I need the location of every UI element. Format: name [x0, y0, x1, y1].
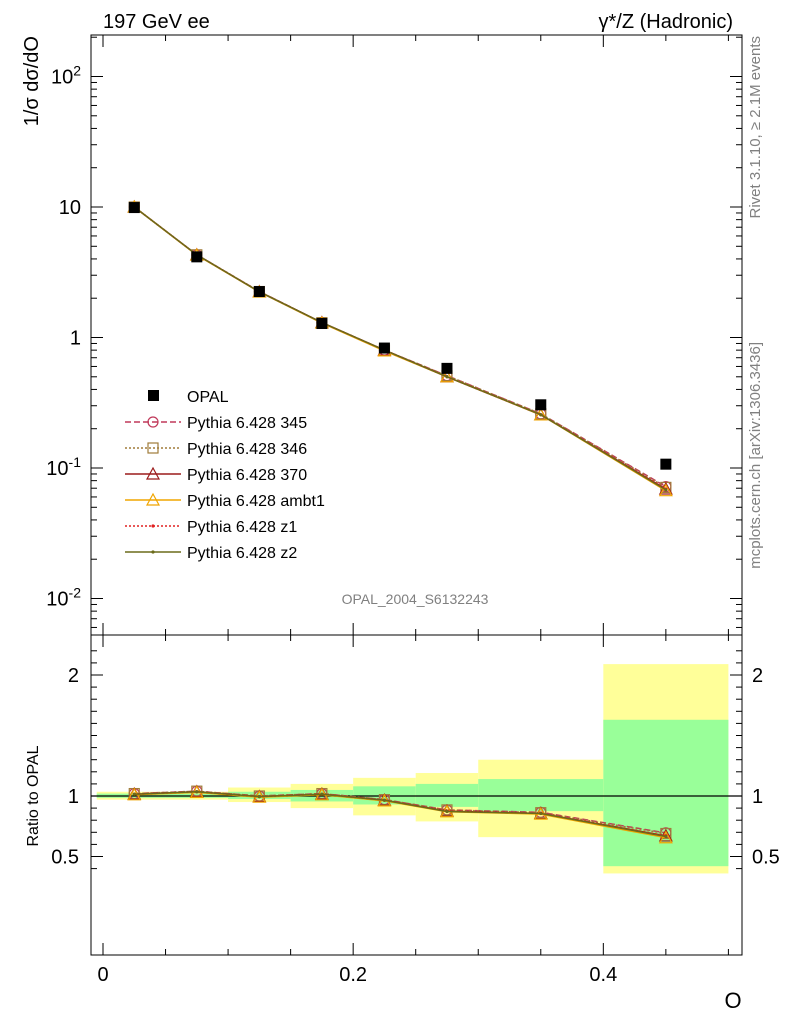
- ratio-panel-frame: [90, 634, 743, 956]
- main-panel: 10-2 10-1 1 10 102 1/σ dσ/dO OPAL_2004_S6132…: [21, 34, 743, 636]
- x-tick-label: 0: [97, 964, 108, 986]
- y-tick-label: 0.5: [752, 847, 780, 869]
- legend-label: Pythia 6.428 345: [187, 415, 307, 432]
- series-marker: [664, 488, 668, 492]
- header-left-title: 197 GeV ee: [103, 11, 210, 33]
- ratio-ylabel: Ratio to OPAL: [25, 745, 42, 846]
- series-marker: [660, 827, 672, 840]
- y-tick-label: 0.5: [51, 847, 79, 869]
- y-tick-label: 10: [59, 197, 81, 219]
- rivet-version-label: Rivet 3.1.10, ≥ 2.1M events: [747, 36, 764, 219]
- series-marker: [145, 492, 161, 506]
- series-marker: [658, 483, 673, 497]
- series-line: [134, 791, 667, 838]
- x-tick-label: 0.2: [339, 964, 367, 986]
- series-marker: [539, 811, 543, 816]
- y-tick-label: 2: [752, 665, 763, 687]
- y-tick-label: 10-1: [46, 454, 81, 480]
- data-point: [535, 399, 547, 411]
- legend-label: Pythia 6.428 ambt1: [187, 493, 325, 510]
- y-tick-label: 102: [51, 63, 81, 89]
- y-tick-label: 1: [68, 786, 79, 808]
- series-marker: [382, 798, 387, 802]
- legend: OPAL Pythia 6.428 345 Pythia 6.428 346 Pyth…: [125, 389, 325, 562]
- y-tick-label: 10-2: [46, 585, 81, 611]
- series-marker: [147, 416, 159, 428]
- legend-marker: [148, 390, 159, 401]
- legend-label: Pythia 6.428 z2: [187, 545, 297, 562]
- data-opal: [128, 202, 672, 470]
- ratio-panel: 0 0.2 0.4 0.5 0.5 1 1 2 2 Ratio to OPAL O: [25, 634, 780, 1013]
- legend-label: OPAL: [187, 389, 229, 406]
- data-point: [253, 286, 265, 298]
- main-plot-area: [127, 199, 673, 497]
- data-point: [316, 318, 328, 330]
- series-marker: [533, 407, 548, 421]
- series-marker: [445, 375, 449, 379]
- x-axis-label: O: [724, 988, 741, 1013]
- uncertainty-band-green: [415, 783, 479, 807]
- data-point: [128, 202, 140, 214]
- series-marker: [257, 795, 261, 799]
- series-marker: [320, 792, 324, 796]
- header-right-title: γ*/Z (Hadronic): [599, 11, 733, 33]
- series-marker: [539, 413, 543, 417]
- series-marker: [145, 466, 161, 480]
- data-point: [191, 251, 203, 263]
- uncertainty-band-green: [478, 779, 604, 812]
- x-tick-label: 0.4: [589, 964, 617, 986]
- y-tick-label: 1: [70, 328, 81, 350]
- ratio-plot-area: [91, 664, 742, 874]
- series-marker: [658, 830, 673, 844]
- y-tick-label: 1: [752, 786, 763, 808]
- mcplots-label: mcplots.cern.ch [arXiv:1306.3436]: [747, 342, 764, 569]
- legend-label: Pythia 6.428 370: [187, 467, 307, 484]
- main-axis-ticks: 10-2 10-1 1 10 102: [46, 35, 742, 635]
- series-line: [133, 206, 667, 491]
- series-marker: [151, 550, 155, 554]
- series-marker: [195, 790, 199, 794]
- series-marker: [664, 834, 668, 839]
- series-marker: [151, 524, 155, 528]
- legend-label: Pythia 6.428 z1: [187, 519, 297, 536]
- series-marker: [147, 442, 159, 454]
- series-ratio-pythia-6.428-z2: [132, 790, 668, 839]
- main-ylabel: 1/σ dσ/dO: [21, 36, 43, 126]
- series-line: [133, 206, 667, 489]
- series-marker: [132, 792, 136, 796]
- legend-label: Pythia 6.428 346: [187, 441, 307, 458]
- uncertainty-band-green: [603, 719, 729, 867]
- analysis-label: OPAL_2004_S6132243: [342, 591, 489, 607]
- data-point: [660, 458, 672, 470]
- data-point: [378, 342, 390, 354]
- y-tick-label: 2: [68, 665, 79, 687]
- data-point: [441, 362, 453, 374]
- ratio-axis-ticks: 0 0.2 0.4 0.5 0.5 1 1 2 2: [51, 635, 780, 986]
- series-marker: [445, 809, 449, 814]
